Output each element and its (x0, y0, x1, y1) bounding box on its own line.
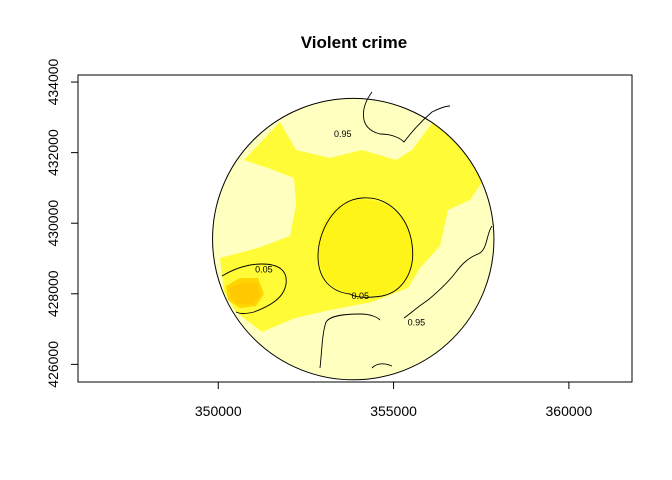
contour-line-0.95-north (363, 91, 451, 143)
y-axis: 426000 428000 430000 432000 434000 (45, 58, 79, 388)
study-area-boundary (212, 97, 495, 381)
y-tick-label: 434000 (45, 58, 61, 105)
contour-labels: 0.95 0.05 0.05 0.95 (255, 129, 426, 328)
y-tick-label: 426000 (45, 341, 61, 388)
y-tick-label: 432000 (45, 129, 61, 176)
contour-label: 0.95 (334, 129, 352, 139)
contour-label: 0.95 (408, 318, 426, 328)
x-tick-label: 355000 (370, 403, 417, 419)
contour-line-0.95-south (319, 313, 393, 369)
x-tick-label: 360000 (546, 403, 593, 419)
x-axis: 350000 355000 360000 (195, 381, 593, 419)
chart-title: Violent crime (301, 33, 407, 52)
y-tick-label: 430000 (45, 200, 61, 247)
surface-core-region (318, 199, 415, 296)
contour-line-0.95-east (403, 225, 493, 319)
contour-label: 0.05 (255, 265, 273, 275)
x-tick-label: 350000 (195, 403, 242, 419)
contour-line-0.05-center (317, 197, 414, 298)
contour-lines (221, 91, 493, 369)
contour-label: 0.05 (351, 291, 369, 301)
probability-surface (212, 98, 494, 380)
contour-line-0.05-west (221, 263, 287, 314)
surface-hot-spot-core (230, 282, 260, 304)
y-tick-label: 428000 (45, 270, 61, 317)
